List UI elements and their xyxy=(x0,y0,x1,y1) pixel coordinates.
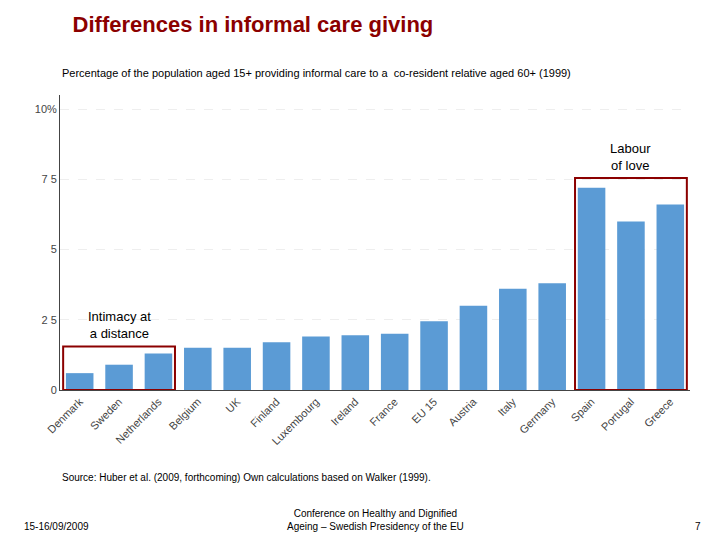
svg-text:Percentage of the population a: Percentage of the population aged 15+ pr… xyxy=(62,67,571,79)
svg-text:Germany: Germany xyxy=(517,395,558,436)
svg-text:Ireland: Ireland xyxy=(328,396,360,428)
svg-text:Portugal: Portugal xyxy=(599,396,636,433)
svg-text:Sweden: Sweden xyxy=(88,396,125,433)
svg-text:Spain: Spain xyxy=(568,396,596,424)
svg-text:Differences in informal care g: Differences in informal care giving xyxy=(73,12,434,37)
svg-text:Luxembourg: Luxembourg xyxy=(270,396,322,448)
svg-text:2 5: 2 5 xyxy=(42,314,57,326)
svg-text:7 5: 7 5 xyxy=(42,173,57,185)
svg-text:Denmark: Denmark xyxy=(45,395,85,435)
svg-text:Austria: Austria xyxy=(446,395,479,428)
svg-text:Italy: Italy xyxy=(495,395,518,418)
svg-text:Greece: Greece xyxy=(642,396,676,430)
svg-text:Labourof love: Labourof love xyxy=(610,141,651,173)
svg-text:15-16/09/2009: 15-16/09/2009 xyxy=(24,521,89,532)
svg-text:Conference on Healthy and Dign: Conference on Healthy and DignifiedAgein… xyxy=(287,508,464,532)
svg-text:Netherlands: Netherlands xyxy=(113,395,164,446)
svg-text:5: 5 xyxy=(51,243,57,255)
svg-text:Belgium: Belgium xyxy=(167,396,204,433)
svg-text:France: France xyxy=(367,396,400,429)
svg-text:UK: UK xyxy=(223,395,243,415)
svg-text:EU 15: EU 15 xyxy=(409,396,439,426)
svg-text:Finland: Finland xyxy=(248,396,282,430)
svg-text:0: 0 xyxy=(51,384,57,396)
svg-text:7: 7 xyxy=(695,521,701,532)
svg-text:Intimacy ata distance: Intimacy ata distance xyxy=(88,309,151,341)
svg-text:Source: Huber et al. (2009, fo: Source: Huber et al. (2009, forthcoming)… xyxy=(62,472,431,483)
svg-text:10%: 10% xyxy=(35,103,57,115)
